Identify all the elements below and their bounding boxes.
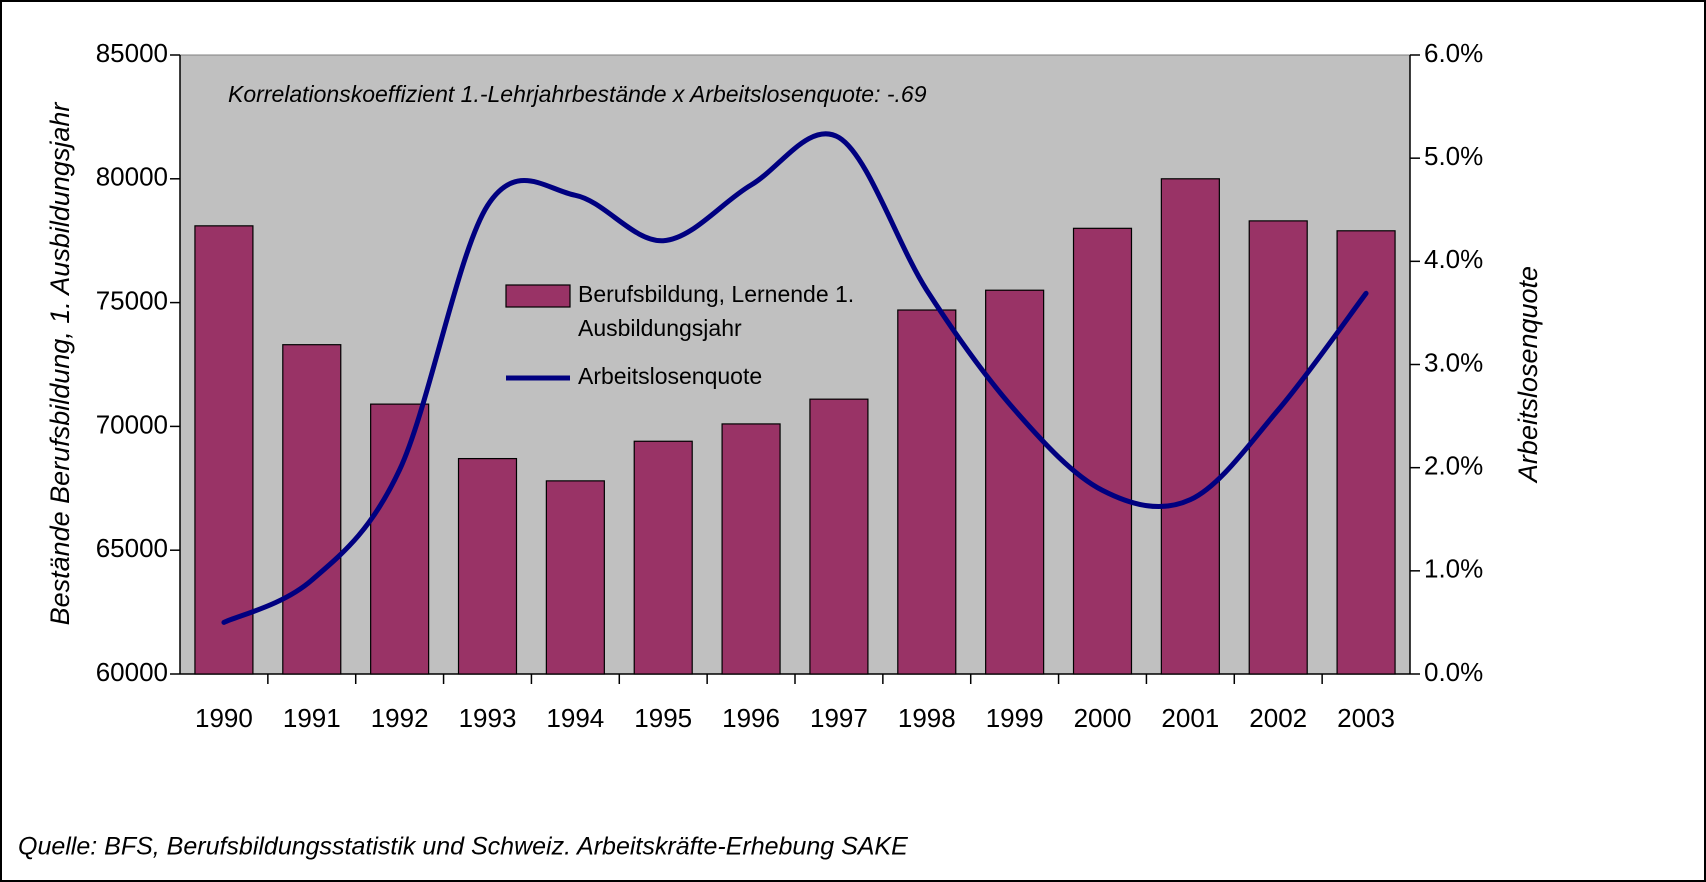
bar [897, 309, 957, 675]
y2-tick-label: 4.0% [1424, 244, 1483, 274]
line [221, 131, 1369, 625]
bar [370, 403, 430, 675]
legend-swatch [505, 284, 571, 308]
y2-tick-label: 6.0% [1424, 38, 1483, 68]
x-tick-label: 2000 [1074, 703, 1132, 733]
x-tick-label: 1993 [459, 703, 517, 733]
bar [809, 398, 869, 675]
y-axis-label: Bestände Berufsbildung, 1. Ausbildungsja… [45, 102, 75, 626]
x-tick-label: 2003 [1337, 703, 1395, 733]
x-tick-label: 1990 [195, 703, 253, 733]
annotation: Korrelationskoeffizient 1.-Lehrjahrbestä… [228, 81, 927, 107]
bar [721, 423, 781, 675]
y2-axis-label: Arbeitslosenquote [1513, 266, 1543, 484]
bar [457, 457, 518, 675]
bar [545, 480, 605, 675]
bar [1160, 178, 1220, 675]
x-tick-label: 1992 [371, 703, 429, 733]
y-tick-label: 60000 [96, 657, 168, 687]
legend-label: Berufsbildung, Lernende 1. Ausbildungsjah… [578, 281, 854, 341]
x-tick-label: 1991 [283, 703, 341, 733]
x-tick-label: 2001 [1161, 703, 1219, 733]
x-tick-label: 1998 [898, 703, 956, 733]
y-tick-label: 80000 [96, 162, 168, 192]
y-tick-label: 85000 [96, 38, 168, 68]
x-tick-label: 2002 [1249, 703, 1307, 733]
bar [1336, 230, 1396, 675]
x-tick-label: 1999 [986, 703, 1044, 733]
legend-label: Arbeitslosenquote [578, 363, 762, 389]
y2-tick-label: 3.0% [1424, 347, 1483, 377]
y-tick-label: 65000 [96, 533, 168, 563]
bar [1248, 220, 1308, 675]
bar [194, 225, 254, 675]
bar [282, 344, 342, 675]
y-tick-label: 75000 [96, 285, 168, 315]
y2-tick-label: 5.0% [1424, 141, 1483, 171]
source: Quelle: BFS, Berufsbildungsstatistik und… [18, 833, 908, 861]
x-tick-label: 1995 [634, 703, 692, 733]
y2-tick-label: 2.0% [1424, 451, 1483, 481]
bar [985, 289, 1045, 675]
bar [633, 440, 693, 675]
y-tick-label: 70000 [96, 409, 168, 439]
y2-tick-label: 1.0% [1424, 554, 1483, 584]
bar [1072, 227, 1133, 675]
x-tick-label: 1997 [810, 703, 868, 733]
x-tick-label: 1994 [546, 703, 604, 733]
y2-tick-label: 0.0% [1424, 657, 1483, 687]
x-tick-label: 1996 [722, 703, 780, 733]
